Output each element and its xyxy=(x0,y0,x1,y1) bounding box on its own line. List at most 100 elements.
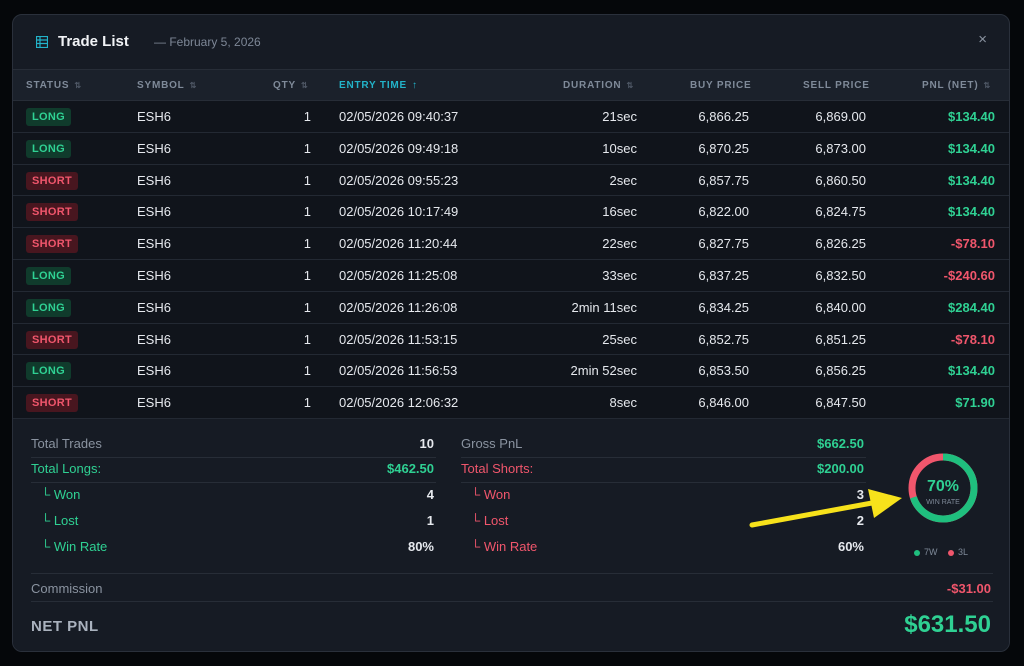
table-row[interactable]: LONG ESH6 1 02/05/2026 09:40:37 21sec 6,866.2… xyxy=(13,101,1009,133)
col-symbol[interactable]: SYMBOL ⇅ xyxy=(137,80,198,91)
legend-loss: 3L xyxy=(948,547,968,557)
table-row[interactable]: SHORT ESH6 1 02/05/2026 09:55:23 2sec 6,857.7… xyxy=(13,164,1009,197)
table-row[interactable]: SHORT ESH6 1 02/05/2026 10:17:49 16sec 6,822.… xyxy=(13,196,1009,229)
qty-cell: 1 xyxy=(303,299,311,315)
total-shorts-value: $200.00 xyxy=(817,461,864,476)
close-icon[interactable]: × xyxy=(978,31,987,48)
total-trades-value: 10 xyxy=(419,436,434,451)
col-pnl[interactable]: PNL (NET) ⇅ xyxy=(922,80,991,91)
donut-win-arc xyxy=(908,453,978,523)
donut-caption: WIN RATE xyxy=(926,499,960,506)
entry-time-cell: 02/05/2026 09:49:18 xyxy=(339,140,459,156)
table-row[interactable]: LONG ESH6 1 02/05/2026 09:49:18 10sec 6,870.2… xyxy=(13,132,1009,165)
entry-time-cell: 02/05/2026 11:25:08 xyxy=(339,267,458,283)
table-row[interactable]: SHORT ESH6 1 02/05/2026 11:20:44 22sec 6,827.… xyxy=(13,228,1009,260)
col-sell-price[interactable]: SELL PRICE xyxy=(803,80,870,91)
shorts-winrate-label: └ Win Rate xyxy=(471,539,538,554)
qty-cell: 1 xyxy=(303,363,311,379)
symbol-cell: ESH6 xyxy=(137,204,171,220)
legend-win: 7W xyxy=(914,547,938,557)
duration-cell: 2min 11sec xyxy=(571,299,637,315)
duration-cell: 16sec xyxy=(602,204,637,220)
entry-time-cell: 02/05/2026 12:06:32 xyxy=(339,395,459,411)
longs-winrate-label: └ Win Rate xyxy=(41,539,108,554)
col-entry-time[interactable]: ENTRY TIME ↑ xyxy=(339,80,418,91)
shorts-lost-label: └ Lost xyxy=(471,513,509,528)
status-badge: LONG xyxy=(26,266,71,285)
status-badge: LONG xyxy=(26,139,71,158)
pnl-cell: $134.40 xyxy=(948,172,995,188)
sell-price-cell: 6,860.50 xyxy=(815,172,866,188)
col-qty[interactable]: QTY ⇅ xyxy=(273,80,309,91)
sell-price-cell: 6,840.00 xyxy=(815,299,866,315)
symbol-cell: ESH6 xyxy=(137,331,171,347)
duration-cell: 21sec xyxy=(602,109,637,124)
pnl-cell: $134.40 xyxy=(948,109,995,124)
entry-time-cell: 02/05/2026 11:26:08 xyxy=(339,299,458,315)
pnl-cell: -$240.60 xyxy=(943,267,995,283)
longs-winrate-value: 80% xyxy=(407,539,434,554)
shorts-winrate-value: 60% xyxy=(837,539,864,554)
qty-cell: 1 xyxy=(303,395,311,411)
shorts-won-value: 3 xyxy=(856,487,864,502)
duration-cell: 10sec xyxy=(602,140,637,156)
buy-price-cell: 6,846.00 xyxy=(698,395,749,411)
win-rate-donut: 70% WIN RATE xyxy=(908,453,978,523)
buy-price-cell: 6,827.75 xyxy=(698,236,749,252)
status-badge: SHORT xyxy=(26,203,78,222)
net-pnl-label: NET PNL xyxy=(31,618,99,635)
status-badge: SHORT xyxy=(26,394,78,413)
pnl-cell: $71.90 xyxy=(955,395,995,411)
symbol-cell: ESH6 xyxy=(137,395,171,411)
modal-subtitle: — February 5, 2026 xyxy=(154,35,261,49)
buy-price-cell: 6,834.25 xyxy=(698,299,749,315)
buy-price-cell: 6,857.75 xyxy=(698,172,749,188)
sell-price-cell: 6,869.00 xyxy=(815,109,866,124)
table-row[interactable]: SHORT ESH6 1 02/05/2026 12:06:32 8sec 6,846.0… xyxy=(13,387,1009,419)
trade-rows: LONG ESH6 1 02/05/2026 09:40:37 21sec 6,866.2… xyxy=(13,101,1009,419)
table-row[interactable]: LONG ESH6 1 02/05/2026 11:26:08 2min 11sec 6,… xyxy=(13,291,1009,324)
symbol-cell: ESH6 xyxy=(137,363,171,379)
sell-price-cell: 6,856.25 xyxy=(815,363,866,379)
duration-cell: 25sec xyxy=(602,331,637,347)
donut-percent: 70% xyxy=(927,478,959,495)
qty-cell: 1 xyxy=(303,140,311,156)
symbol-cell: ESH6 xyxy=(137,140,171,156)
pnl-cell: $134.40 xyxy=(948,140,995,156)
qty-cell: 1 xyxy=(303,204,311,220)
symbol-cell: ESH6 xyxy=(137,109,171,124)
table-row[interactable]: LONG ESH6 1 02/05/2026 11:25:08 33sec 6,837.2… xyxy=(13,259,1009,292)
entry-time-cell: 02/05/2026 11:53:15 xyxy=(339,331,458,347)
longs-lost-label: └ Lost xyxy=(41,513,79,528)
duration-cell: 2min 52sec xyxy=(570,363,637,379)
symbol-cell: ESH6 xyxy=(137,236,171,252)
col-duration[interactable]: DURATION ⇅ xyxy=(563,80,634,91)
buy-price-cell: 6,870.25 xyxy=(698,140,749,156)
duration-cell: 22sec xyxy=(602,236,637,252)
sell-price-cell: 6,824.75 xyxy=(815,204,866,220)
trade-list-modal: Trade List — February 5, 2026 × STATUS ⇅ … xyxy=(12,14,1010,652)
summary-panel: Total Trades 10 Total Longs: $462.50 └ W… xyxy=(13,419,1009,651)
symbol-cell: ESH6 xyxy=(137,299,171,315)
col-buy-price[interactable]: BUY PRICE xyxy=(690,80,752,91)
status-badge: LONG xyxy=(26,362,71,381)
table-row[interactable]: LONG ESH6 1 02/05/2026 11:56:53 2min 52sec 6,… xyxy=(13,355,1009,388)
pnl-cell: $134.40 xyxy=(948,204,995,220)
commission-value: -$31.00 xyxy=(946,581,991,596)
qty-cell: 1 xyxy=(303,109,311,124)
sell-price-cell: 6,873.00 xyxy=(815,140,866,156)
buy-price-cell: 6,822.00 xyxy=(698,204,749,220)
status-badge: LONG xyxy=(26,298,71,317)
sell-price-cell: 6,832.50 xyxy=(815,267,866,283)
status-badge: SHORT xyxy=(26,171,78,190)
table-row[interactable]: SHORT ESH6 1 02/05/2026 11:53:15 25sec 6,852.… xyxy=(13,323,1009,356)
status-badge: LONG xyxy=(26,108,71,126)
buy-price-cell: 6,852.75 xyxy=(698,331,749,347)
duration-cell: 2sec xyxy=(609,172,637,188)
entry-time-cell: 02/05/2026 11:56:53 xyxy=(339,363,458,379)
qty-cell: 1 xyxy=(303,172,311,188)
duration-cell: 33sec xyxy=(602,267,637,283)
total-shorts-label: Total Shorts: xyxy=(461,461,534,476)
qty-cell: 1 xyxy=(303,236,311,252)
col-status[interactable]: STATUS ⇅ xyxy=(26,80,82,91)
